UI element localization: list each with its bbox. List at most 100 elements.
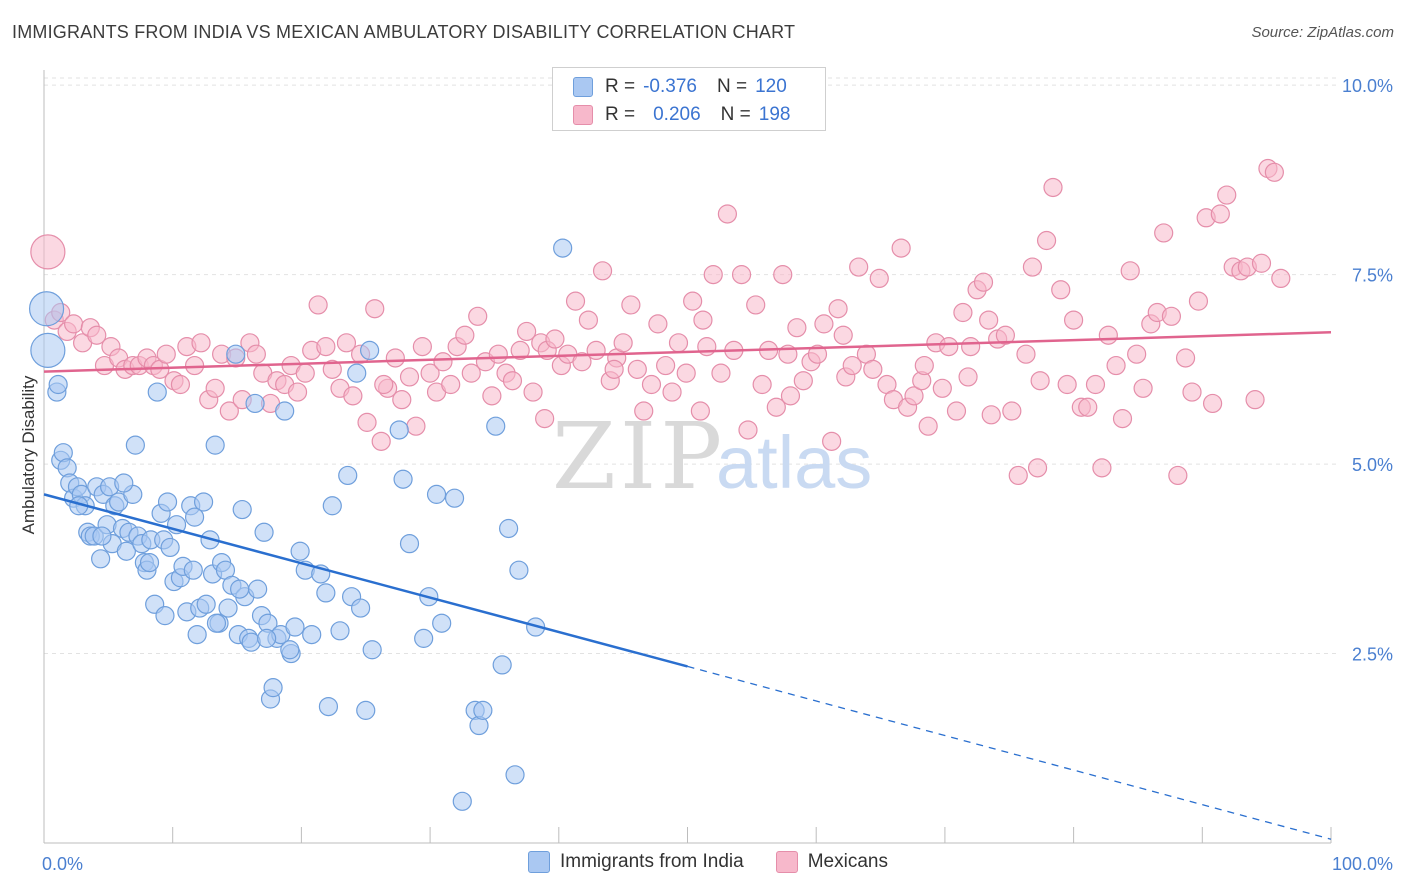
india-point-97: [452, 791, 472, 811]
india-point-23: [116, 541, 136, 561]
india-point-81: [330, 621, 350, 641]
india-point-117: [257, 628, 277, 648]
india-point-59: [232, 499, 252, 520]
mexicans-point-119: [863, 359, 883, 379]
mexicans-point-89: [656, 355, 676, 376]
legend-row-mexicans: R = 0.206 N = 198: [573, 102, 790, 128]
r-value-india: -0.376: [643, 76, 697, 97]
mexicans-point-165: [1182, 382, 1202, 402]
y-tick-label-1: 5.0%: [1352, 455, 1393, 475]
india-point-100: [473, 700, 493, 720]
stats-legend: R = -0.376 N = 120 R = 0.206 N = 198: [552, 67, 826, 131]
india-point-51: [205, 435, 225, 455]
india-point-44: [183, 560, 203, 580]
india-point-26: [125, 435, 145, 455]
india-point-105: [509, 560, 529, 580]
mexicans-point-86: [634, 401, 654, 421]
mexicans-point-180: [535, 409, 555, 429]
mexicans-point-168: [1202, 393, 1223, 414]
n-label: N =: [720, 104, 751, 125]
india-point-104: [505, 765, 525, 785]
mexicans-point-107: [780, 386, 801, 406]
y-axis-label: Ambulatory Disability: [19, 375, 38, 534]
mexicans-point-151: [1085, 374, 1106, 395]
india-point-79: [318, 696, 339, 717]
india-point-107: [553, 238, 573, 258]
mexicans-point-62: [468, 306, 488, 326]
mexicans-trend-line: [43, 330, 1332, 373]
india-point-0: [28, 291, 65, 327]
india-point-77: [302, 624, 322, 645]
mexicans-point-175: [1251, 253, 1272, 273]
mexicans-point-53: [406, 416, 426, 436]
mexicans-point-52: [399, 367, 420, 387]
india-point-119: [316, 583, 336, 603]
y-tick-label-0: 2.5%: [1352, 645, 1393, 665]
n-value-mexicans: 198: [758, 104, 791, 125]
mexicans-point-150: [1078, 397, 1098, 417]
mexicans-point-113: [822, 431, 842, 451]
india-point-33: [147, 382, 167, 402]
mexicans-point-125: [904, 386, 924, 406]
india-point-91: [399, 534, 420, 554]
n-label: N =: [716, 76, 748, 97]
series-mexicans-points: [30, 158, 1291, 486]
india-point-75: [290, 541, 310, 561]
mexicans-point-95: [697, 337, 717, 357]
mexicans-point-178: [1271, 268, 1291, 289]
india-legend-swatch: [528, 851, 550, 873]
india-point-36: [157, 492, 178, 512]
mexicans-point-147: [1057, 374, 1077, 395]
mexicans-point-97: [711, 363, 731, 383]
mexicans-point-73: [545, 329, 565, 349]
mexicans-point-166: [1188, 291, 1209, 311]
mexicans-point-154: [1106, 355, 1126, 376]
mexicans-point-187: [1027, 458, 1048, 478]
mexicans-point-43: [336, 333, 357, 353]
legend-label-india: Immigrants from India: [560, 851, 744, 872]
mexicans-point-88: [648, 314, 668, 334]
mexicans-point-112: [814, 314, 834, 334]
india-point-72: [275, 401, 295, 421]
mexicans-point-141: [1016, 344, 1036, 364]
india-point-57: [226, 344, 246, 364]
legend-item-mexicans[interactable]: Mexicans: [775, 851, 888, 873]
legend-item-india[interactable]: Immigrants from India: [528, 851, 744, 873]
mexicans-point-106: [773, 265, 793, 285]
mexicans-point-145: [1043, 177, 1063, 198]
axes: [43, 70, 1332, 844]
mexicans-point-131: [946, 401, 967, 421]
legend-label-mexicans: Mexicans: [807, 851, 888, 872]
mexicans-point-17: [156, 344, 176, 364]
india-point-113: [155, 606, 175, 626]
india-point-94: [426, 484, 447, 504]
mexicans-point-105: [766, 397, 786, 417]
watermark: ZIP atlas: [552, 403, 872, 510]
india-swatch: [573, 77, 593, 97]
y-tick-label-3: 10.0%: [1342, 76, 1393, 96]
mexicans-point-77: [572, 352, 592, 372]
mexicans-point-4: [64, 314, 84, 334]
mexicans-point-87: [641, 374, 662, 395]
mexicans-point-116: [842, 355, 862, 376]
mexicans-point-84: [621, 295, 641, 315]
india-point-110: [92, 526, 112, 546]
mexicans-point-158: [1133, 378, 1153, 398]
india-point-90: [393, 469, 413, 489]
mexicans-point-109: [793, 371, 813, 391]
india-point-85: [351, 598, 371, 618]
mexicans-point-146: [1051, 280, 1071, 300]
mexicans-point-67: [502, 371, 523, 391]
india-point-86: [356, 700, 376, 720]
mexicans-point-68: [510, 340, 530, 361]
mexicans-point-135: [973, 272, 994, 292]
india-point-115: [206, 613, 227, 633]
mexicans-point-161: [1154, 223, 1174, 243]
x-tick-right: 100.0%: [1332, 854, 1393, 874]
mexicans-point-79: [586, 340, 606, 361]
india-point-96: [444, 488, 465, 508]
mexicans-point-37: [295, 363, 315, 383]
mexicans-point-162: [1161, 306, 1182, 326]
india-point-74: [285, 617, 305, 637]
mexicans-point-46: [357, 412, 377, 432]
